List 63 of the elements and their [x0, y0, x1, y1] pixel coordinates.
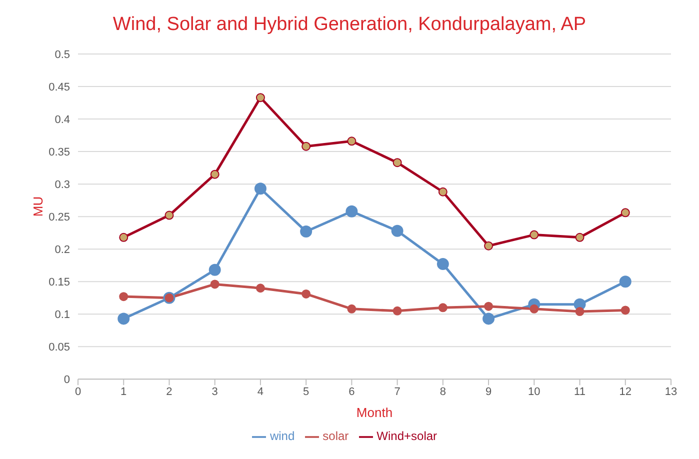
point	[575, 232, 584, 242]
x-axis-title: Month	[356, 405, 393, 420]
point	[530, 304, 539, 314]
point	[118, 312, 130, 325]
y-tick-label: 0.2	[54, 244, 70, 256]
x-tick-label: 10	[528, 386, 540, 398]
y-tick-label: 0.3	[54, 178, 70, 191]
point	[300, 226, 312, 238]
y-tick-label: 0.1	[54, 309, 70, 322]
point	[256, 93, 265, 102]
point	[347, 304, 356, 314]
chart-title: Wind, Solar and Hybrid Generation, Kondurpalayam, AP	[112, 14, 588, 37]
point	[208, 264, 221, 276]
y-axis-title: MU	[30, 196, 46, 217]
point	[482, 312, 495, 325]
x-tick-label: 4	[257, 386, 264, 398]
point	[484, 302, 494, 311]
point	[119, 232, 128, 242]
y-tick-label: 0	[64, 374, 70, 386]
point	[210, 280, 220, 289]
y-tick-label: 0.25	[48, 211, 70, 224]
point	[619, 276, 632, 288]
point	[302, 142, 311, 151]
point	[391, 224, 404, 237]
y-tick-label: 0.15	[48, 276, 70, 289]
y-tick-label: 0.35	[48, 146, 70, 158]
point	[164, 210, 174, 220]
legend-label: solar	[322, 429, 349, 444]
x-tick-label: 13	[664, 386, 678, 398]
point	[119, 292, 128, 302]
x-tick-label: 9	[485, 386, 492, 398]
y-tick-label: 0.4	[54, 114, 70, 126]
y-tick-label: 0.45	[48, 81, 70, 94]
y-tick-label: 0.05	[48, 342, 70, 354]
point	[438, 303, 448, 312]
point	[302, 289, 311, 298]
x-tick-label: 5	[303, 386, 310, 398]
point	[392, 306, 402, 316]
point	[436, 258, 449, 270]
x-tick-label: 6	[348, 386, 355, 398]
point	[210, 170, 220, 179]
point	[620, 208, 630, 218]
x-tick-label: 3	[212, 386, 218, 398]
x-tick-label: 0	[74, 386, 82, 398]
x-tick-label: 1	[120, 386, 127, 398]
legend-label: Wind+solar	[376, 429, 438, 444]
y-tick-label: 0.5	[54, 48, 70, 61]
point	[484, 241, 494, 250]
point	[530, 230, 539, 240]
point	[392, 158, 402, 168]
point	[620, 306, 630, 315]
x-tick-label: 7	[394, 386, 400, 398]
point	[438, 187, 448, 196]
legend-label: wind	[270, 429, 295, 444]
x-tick-label: 8	[440, 386, 446, 398]
point	[346, 205, 358, 218]
x-tick-label: 12	[619, 386, 632, 398]
x-tick-label: 2	[166, 386, 172, 398]
point	[347, 136, 356, 146]
point	[575, 307, 584, 316]
point	[254, 182, 266, 195]
point	[256, 284, 265, 293]
x-tick-label: 11	[574, 386, 586, 398]
